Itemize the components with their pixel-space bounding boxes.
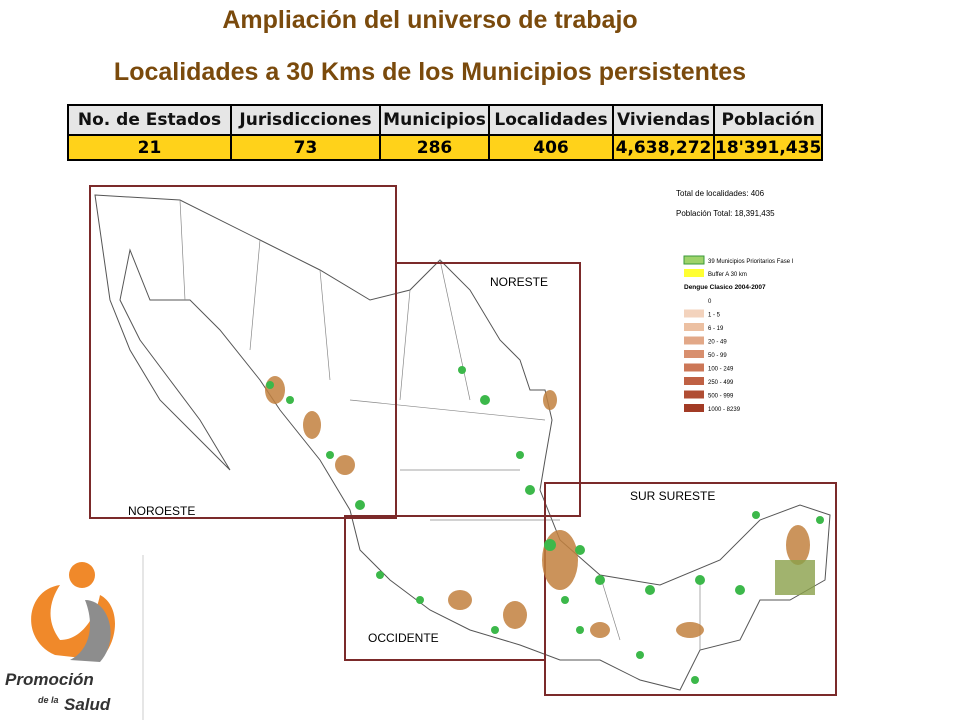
region-label: NOROESTE [128, 504, 195, 518]
cell: 21 [67, 134, 232, 161]
header-cell: Población [712, 104, 824, 136]
cell: 286 [379, 134, 490, 161]
legend-item: 39 Municipios Prioritarios Fase I [708, 259, 794, 265]
map-summary: Total de localidades: 406 [676, 189, 765, 198]
header-cell: Viviendas [612, 104, 715, 136]
logo-shape [70, 600, 111, 662]
legend-class: 1000 - 8239 [708, 407, 741, 413]
subtitle: Localidades a 30 Kms de los Municipios p… [113, 58, 747, 86]
legend-swatch [684, 350, 704, 358]
legend-swatch [684, 336, 704, 345]
title: Ampliación del universo de trabajo [222, 6, 638, 34]
header-cell: Municipios [379, 104, 490, 136]
region-label: OCCIDENTE [368, 631, 439, 645]
legend-class: 500 - 999 [708, 394, 734, 400]
region-label: NORESTE [490, 275, 548, 289]
legend-swatch [684, 377, 704, 385]
legend-swatch [684, 269, 704, 277]
cell: 73 [230, 134, 381, 161]
region-frames [89, 185, 837, 696]
legend-title: Dengue Clasico 2004-2007 [684, 284, 766, 291]
summary-table: No. de Estados Jurisdicciones Municipios… [67, 104, 824, 161]
header-cell: No. de Estados [67, 104, 232, 136]
cell: 18'391,435 [712, 134, 824, 161]
legend-class: 6 - 19 [708, 326, 724, 332]
legend-class: 20 - 49 [708, 340, 727, 346]
localities [266, 366, 824, 684]
legend-class: 250 - 499 [708, 380, 734, 386]
legend-classes: 0 1 - 5 6 - 19 20 - 49 50 - 99 100 - 249 250 -… [684, 296, 741, 413]
legend-item: Buffer A 30 km [708, 272, 747, 278]
legend-class: 50 - 99 [708, 353, 727, 359]
legend-swatch [683, 255, 705, 265]
legend-swatch [684, 309, 704, 318]
map-summary: Población Total: 18,391,435 [676, 209, 775, 218]
cell: 406 [488, 134, 614, 161]
legend-swatch [684, 390, 704, 399]
logo-text: Salud [64, 695, 111, 714]
legend-swatch [684, 323, 704, 331]
logo-text: Promoción [5, 670, 94, 689]
header-cell: Jurisdicciones [230, 104, 381, 136]
state-borders [179, 199, 701, 650]
header-cell: Localidades [488, 104, 614, 136]
legend-class: 100 - 249 [708, 367, 734, 373]
legend-swatch [684, 363, 704, 372]
legend-class: 0 [708, 299, 712, 305]
legend-swatch [684, 404, 704, 412]
logo-head [69, 562, 95, 588]
cell: 4,638,272 [612, 134, 715, 161]
priority-hatch [775, 560, 815, 595]
region-label: SUR SURESTE [630, 489, 715, 503]
legend-class: 1 - 5 [708, 313, 721, 319]
logo-text: de la [38, 695, 59, 705]
country-outline [94, 194, 831, 691]
legend-swatch [684, 296, 704, 304]
